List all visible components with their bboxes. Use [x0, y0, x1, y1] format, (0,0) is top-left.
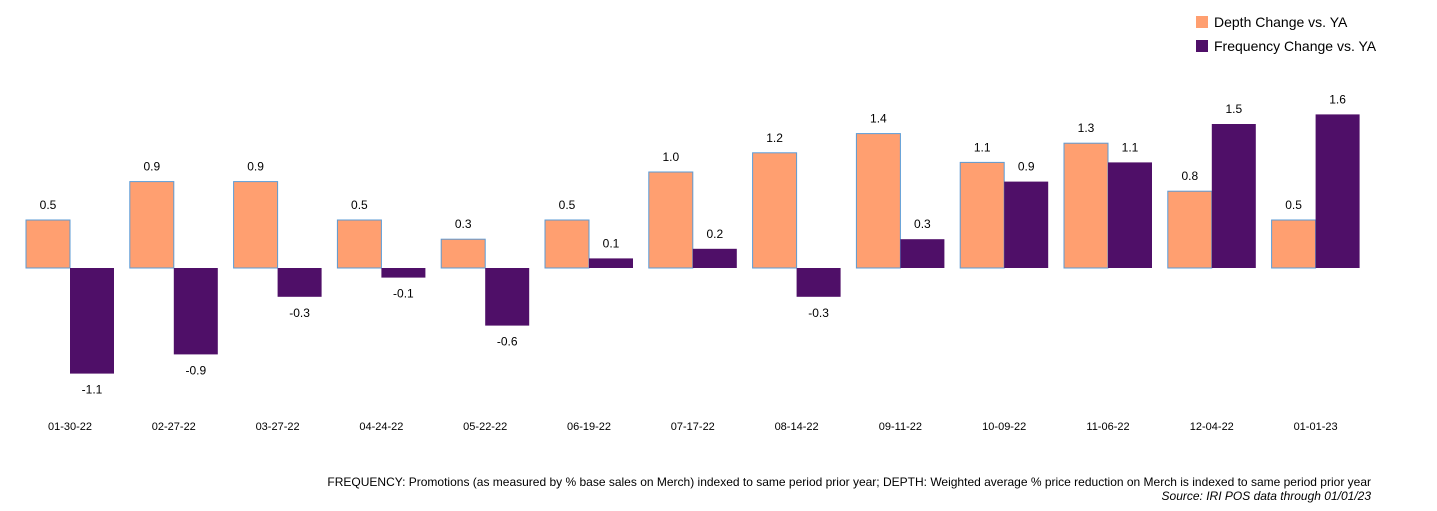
category-label: 01-30-22 — [48, 421, 92, 433]
bar-depth — [233, 181, 279, 269]
category-label: 04-24-22 — [359, 421, 403, 433]
data-label-frequency: -0.3 — [289, 306, 310, 320]
data-label-depth: 1.4 — [870, 112, 887, 126]
data-label-depth: 1.1 — [974, 140, 991, 154]
legend-swatch-depth — [1196, 16, 1208, 28]
data-label-frequency: 0.9 — [1018, 160, 1035, 174]
category-label: 10-09-22 — [982, 421, 1026, 433]
bar-depth — [855, 133, 901, 269]
data-label-frequency: -0.9 — [185, 363, 206, 377]
category-label: 11-06-22 — [1086, 421, 1129, 433]
chart-legend: Depth Change vs. YA Frequency Change vs.… — [1196, 10, 1376, 58]
category-label: 05-22-22 — [463, 421, 507, 433]
legend-label-frequency: Frequency Change vs. YA — [1214, 38, 1377, 54]
category-label: 01-01-23 — [1294, 421, 1338, 433]
bar-depth — [1063, 142, 1109, 269]
data-label-frequency: -0.3 — [808, 306, 829, 320]
bar-depth — [129, 181, 175, 269]
data-label-depth: 1.2 — [766, 131, 783, 145]
data-label-frequency: 1.5 — [1225, 102, 1242, 116]
legend-item-depth: Depth Change vs. YA — [1196, 10, 1376, 34]
category-label: 09-11-22 — [879, 421, 922, 433]
chart-footnote: FREQUENCY: Promotions (as measured by % … — [327, 475, 1371, 503]
bar-depth — [1271, 219, 1317, 269]
legend-label-depth: Depth Change vs. YA — [1214, 14, 1348, 30]
data-label-frequency: -0.6 — [497, 335, 518, 349]
data-label-depth: 0.9 — [247, 160, 264, 174]
footnote-definition: FREQUENCY: Promotions (as measured by % … — [327, 475, 1371, 489]
data-label-frequency: 1.1 — [1122, 140, 1139, 154]
bar-frequency — [900, 239, 945, 268]
bar-frequency — [70, 268, 114, 374]
bar-frequency — [381, 268, 426, 278]
bar-depth — [1167, 190, 1213, 269]
bar-frequency — [277, 268, 322, 297]
data-label-frequency: -0.1 — [393, 287, 414, 301]
category-label: 02-27-22 — [152, 421, 196, 433]
category-label: 08-14-22 — [775, 421, 819, 433]
data-label-depth: 1.3 — [1078, 121, 1095, 135]
bar-frequency — [1315, 114, 1360, 269]
bar-depth — [544, 219, 590, 269]
bar-depth — [752, 152, 798, 269]
data-label-frequency: -1.1 — [82, 383, 103, 397]
bar-frequency — [1108, 162, 1152, 268]
bar-frequency — [1211, 124, 1256, 268]
bar-depth — [336, 219, 382, 269]
data-label-depth: 1.0 — [662, 150, 679, 164]
bar-depth — [648, 171, 694, 269]
data-label-depth: 0.5 — [40, 198, 57, 212]
bar-frequency — [692, 248, 737, 268]
data-label-depth: 0.8 — [1181, 169, 1198, 183]
category-label: 12-04-22 — [1190, 421, 1234, 433]
bar-frequency — [796, 268, 841, 297]
legend-swatch-frequency — [1196, 40, 1208, 52]
legend-item-frequency: Frequency Change vs. YA — [1196, 34, 1376, 58]
bar-frequency — [589, 258, 633, 268]
bar-frequency — [173, 268, 218, 355]
category-label: 03-27-22 — [256, 421, 300, 433]
data-label-frequency: 0.3 — [914, 217, 931, 231]
footnote-source: Source: IRI POS data through 01/01/23 — [1161, 489, 1371, 503]
category-label: 06-19-22 — [567, 421, 611, 433]
bar-depth — [25, 219, 71, 269]
category-label: 07-17-22 — [671, 421, 715, 433]
bar-frequency — [485, 268, 530, 326]
data-label-depth: 0.9 — [143, 160, 160, 174]
bar-depth — [959, 161, 1005, 269]
data-label-depth: 0.5 — [1285, 198, 1302, 212]
data-label-depth: 0.5 — [351, 198, 368, 212]
data-label-depth: 0.3 — [455, 217, 472, 231]
data-label-frequency: 0.2 — [706, 227, 723, 241]
data-label-frequency: 0.1 — [603, 236, 620, 250]
bar-frequency — [1004, 181, 1049, 268]
data-label-frequency: 1.6 — [1329, 92, 1346, 106]
bar-depth — [440, 238, 486, 269]
data-label-depth: 0.5 — [559, 198, 576, 212]
